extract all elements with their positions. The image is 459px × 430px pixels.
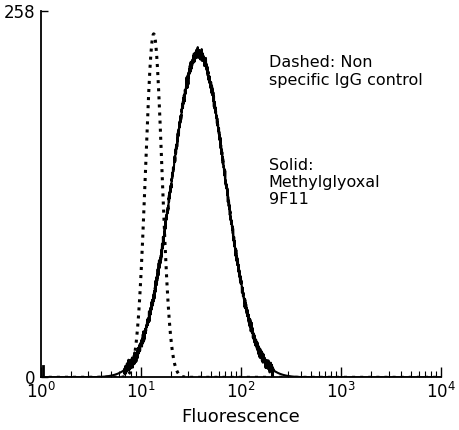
- Text: Solid:
Methylglyoxal
9F11: Solid: Methylglyoxal 9F11: [268, 158, 380, 207]
- Text: Dashed: Non
specific IgG control: Dashed: Non specific IgG control: [268, 55, 421, 87]
- X-axis label: Fluorescence: Fluorescence: [181, 408, 299, 426]
